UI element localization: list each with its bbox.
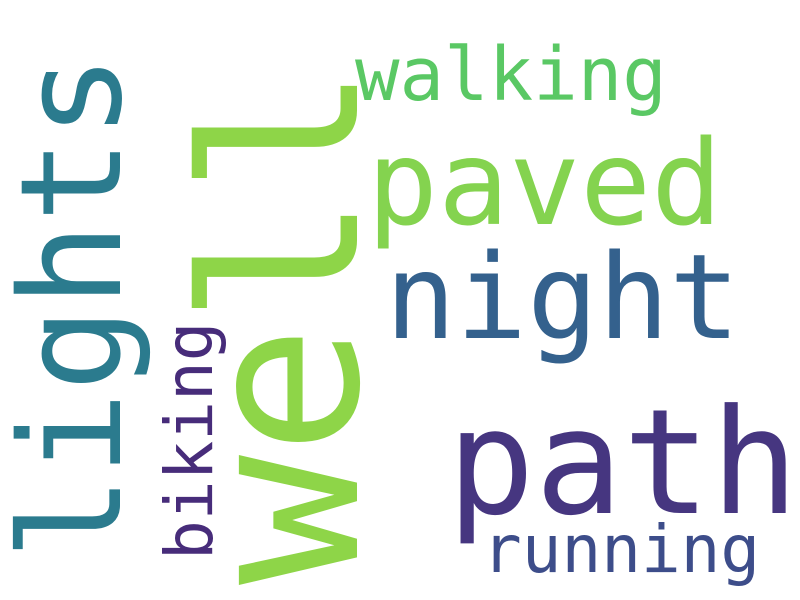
word-night: night [385,228,740,366]
word-lights: lights [0,54,154,560]
word-path: path [447,378,799,548]
word-running: running [482,511,760,588]
word-biking: biking [151,322,228,560]
word-walking: walking [355,32,667,118]
word-paved: paved [367,114,722,252]
word-well: well [157,65,408,585]
